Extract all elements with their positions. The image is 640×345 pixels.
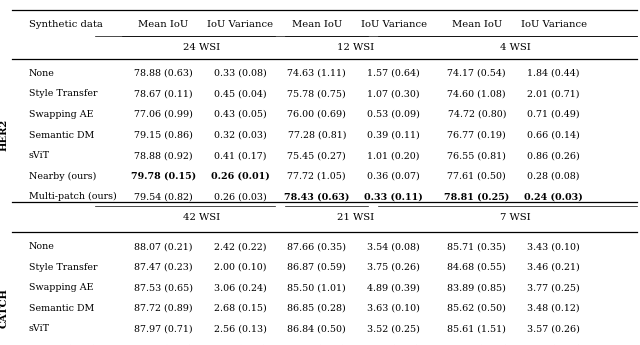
Text: 0.39 (0.11): 0.39 (0.11) <box>367 130 420 139</box>
Text: 77.72 (1.05): 77.72 (1.05) <box>287 171 346 180</box>
Text: 0.41 (0.17): 0.41 (0.17) <box>214 151 266 160</box>
Text: Synthetic data: Synthetic data <box>29 20 102 29</box>
Text: 0.45 (0.04): 0.45 (0.04) <box>214 89 266 98</box>
Text: 3.75 (0.26): 3.75 (0.26) <box>367 263 420 272</box>
Text: HER2: HER2 <box>0 119 8 151</box>
Text: 0.53 (0.09): 0.53 (0.09) <box>367 110 420 119</box>
Text: 74.72 (0.80): 74.72 (0.80) <box>447 110 506 119</box>
Text: 0.66 (0.14): 0.66 (0.14) <box>527 130 580 139</box>
Text: 86.84 (0.50): 86.84 (0.50) <box>287 324 346 333</box>
Text: 2.68 (0.15): 2.68 (0.15) <box>214 304 266 313</box>
Text: 3.57 (0.26): 3.57 (0.26) <box>527 324 580 333</box>
Text: None: None <box>29 69 54 78</box>
Text: 77.28 (0.81): 77.28 (0.81) <box>287 130 346 139</box>
Text: 76.77 (0.19): 76.77 (0.19) <box>447 130 506 139</box>
Text: 87.72 (0.89): 87.72 (0.89) <box>134 304 193 313</box>
Text: 3.52 (0.25): 3.52 (0.25) <box>367 324 420 333</box>
Text: 21 WSI: 21 WSI <box>337 213 374 221</box>
Text: 74.17 (0.54): 74.17 (0.54) <box>447 69 506 78</box>
Text: 3.63 (0.10): 3.63 (0.10) <box>367 304 420 313</box>
Text: 2.00 (0.10): 2.00 (0.10) <box>214 263 266 272</box>
Text: None: None <box>29 242 54 251</box>
Text: IoU Variance: IoU Variance <box>207 20 273 29</box>
Text: 3.77 (0.25): 3.77 (0.25) <box>527 283 580 292</box>
Text: 0.33 (0.08): 0.33 (0.08) <box>214 69 266 78</box>
Text: Mean IoU: Mean IoU <box>292 20 342 29</box>
Text: Mean IoU: Mean IoU <box>452 20 502 29</box>
Text: 3.43 (0.10): 3.43 (0.10) <box>527 242 580 251</box>
Text: 87.53 (0.65): 87.53 (0.65) <box>134 283 193 292</box>
Text: 42 WSI: 42 WSI <box>183 213 220 221</box>
Text: Style Transfer: Style Transfer <box>29 263 97 272</box>
Text: 3.48 (0.12): 3.48 (0.12) <box>527 304 580 313</box>
Text: 78.88 (0.92): 78.88 (0.92) <box>134 151 193 160</box>
Text: 79.78 (0.15): 79.78 (0.15) <box>131 171 196 180</box>
Text: 1.84 (0.44): 1.84 (0.44) <box>527 69 580 78</box>
Text: 2.56 (0.13): 2.56 (0.13) <box>214 324 266 333</box>
Text: 0.26 (0.03): 0.26 (0.03) <box>214 192 266 201</box>
Text: IoU Variance: IoU Variance <box>360 20 427 29</box>
Text: 83.89 (0.85): 83.89 (0.85) <box>447 283 506 292</box>
Text: 76.00 (0.69): 76.00 (0.69) <box>287 110 346 119</box>
Text: Swapping AE: Swapping AE <box>29 110 93 119</box>
Text: 0.71 (0.49): 0.71 (0.49) <box>527 110 580 119</box>
Text: 1.01 (0.20): 1.01 (0.20) <box>367 151 420 160</box>
Text: 2.01 (0.71): 2.01 (0.71) <box>527 89 580 98</box>
Text: Semantic DM: Semantic DM <box>29 130 94 139</box>
Text: 3.54 (0.08): 3.54 (0.08) <box>367 242 420 251</box>
Text: 79.15 (0.86): 79.15 (0.86) <box>134 130 193 139</box>
Text: 85.71 (0.35): 85.71 (0.35) <box>447 242 506 251</box>
Text: CATCH: CATCH <box>0 288 8 328</box>
Text: 79.54 (0.82): 79.54 (0.82) <box>134 192 193 201</box>
Text: Semantic DM: Semantic DM <box>29 304 94 313</box>
Text: 86.87 (0.59): 86.87 (0.59) <box>287 263 346 272</box>
Text: 1.07 (0.30): 1.07 (0.30) <box>367 89 420 98</box>
Text: 12 WSI: 12 WSI <box>337 43 374 52</box>
Text: Style Transfer: Style Transfer <box>29 89 97 98</box>
Text: 75.78 (0.75): 75.78 (0.75) <box>287 89 346 98</box>
Text: 0.28 (0.08): 0.28 (0.08) <box>527 171 580 180</box>
Text: 4 WSI: 4 WSI <box>500 43 531 52</box>
Text: 0.86 (0.26): 0.86 (0.26) <box>527 151 580 160</box>
Text: 0.33 (0.11): 0.33 (0.11) <box>364 192 423 201</box>
Text: 0.36 (0.07): 0.36 (0.07) <box>367 171 420 180</box>
Text: 24 WSI: 24 WSI <box>183 43 220 52</box>
Text: 3.46 (0.21): 3.46 (0.21) <box>527 263 580 272</box>
Text: 0.26 (0.01): 0.26 (0.01) <box>211 171 269 180</box>
Text: sViT: sViT <box>29 151 50 160</box>
Text: 77.06 (0.99): 77.06 (0.99) <box>134 110 193 119</box>
Text: IoU Variance: IoU Variance <box>520 20 587 29</box>
Text: 85.62 (0.50): 85.62 (0.50) <box>447 304 506 313</box>
Text: 87.47 (0.23): 87.47 (0.23) <box>134 263 193 272</box>
Text: 0.24 (0.03): 0.24 (0.03) <box>524 192 583 201</box>
Text: 0.43 (0.05): 0.43 (0.05) <box>214 110 266 119</box>
Text: 78.88 (0.63): 78.88 (0.63) <box>134 69 193 78</box>
Text: Multi-patch (ours): Multi-patch (ours) <box>29 192 116 201</box>
Text: 74.63 (1.11): 74.63 (1.11) <box>287 69 346 78</box>
Text: 88.07 (0.21): 88.07 (0.21) <box>134 242 193 251</box>
Text: 86.85 (0.28): 86.85 (0.28) <box>287 304 346 313</box>
Text: 85.50 (1.01): 85.50 (1.01) <box>287 283 346 292</box>
Text: 3.06 (0.24): 3.06 (0.24) <box>214 283 266 292</box>
Text: 0.32 (0.03): 0.32 (0.03) <box>214 130 266 139</box>
Text: 87.66 (0.35): 87.66 (0.35) <box>287 242 346 251</box>
Text: 4.89 (0.39): 4.89 (0.39) <box>367 283 420 292</box>
Text: 85.61 (1.51): 85.61 (1.51) <box>447 324 506 333</box>
Text: Mean IoU: Mean IoU <box>138 20 188 29</box>
Text: 76.55 (0.81): 76.55 (0.81) <box>447 151 506 160</box>
Text: 1.57 (0.64): 1.57 (0.64) <box>367 69 420 78</box>
Text: 74.60 (1.08): 74.60 (1.08) <box>447 89 506 98</box>
Text: 77.61 (0.50): 77.61 (0.50) <box>447 171 506 180</box>
Text: 78.67 (0.11): 78.67 (0.11) <box>134 89 193 98</box>
Text: Nearby (ours): Nearby (ours) <box>29 171 96 181</box>
Text: 75.45 (0.27): 75.45 (0.27) <box>287 151 346 160</box>
Text: 7 WSI: 7 WSI <box>500 213 531 221</box>
Text: 84.68 (0.55): 84.68 (0.55) <box>447 263 506 272</box>
Text: Swapping AE: Swapping AE <box>29 283 93 292</box>
Text: 87.97 (0.71): 87.97 (0.71) <box>134 324 193 333</box>
Text: 78.81 (0.25): 78.81 (0.25) <box>444 192 509 201</box>
Text: 78.43 (0.63): 78.43 (0.63) <box>284 192 349 201</box>
Text: sViT: sViT <box>29 324 50 333</box>
Text: 2.42 (0.22): 2.42 (0.22) <box>214 242 266 251</box>
